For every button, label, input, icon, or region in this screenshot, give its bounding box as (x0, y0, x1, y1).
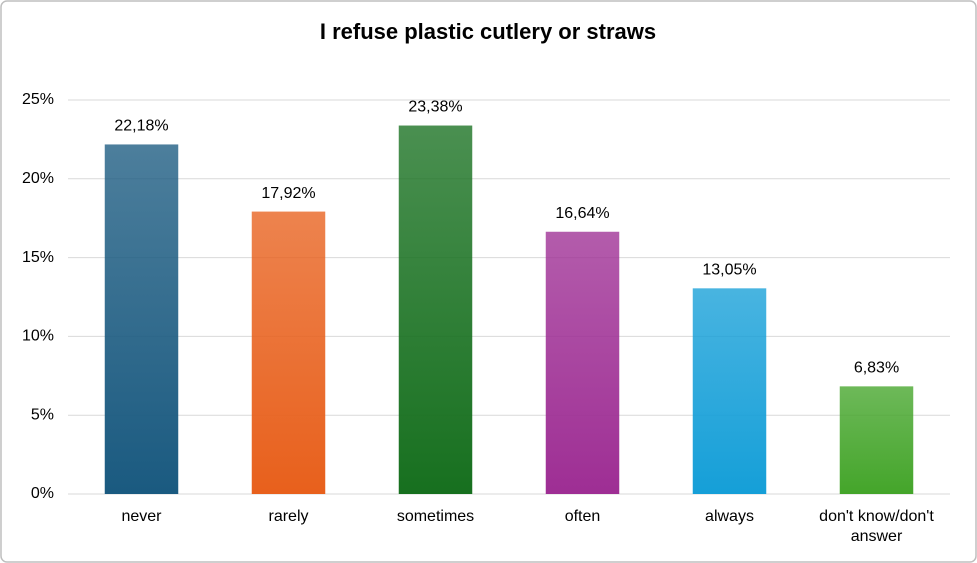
data-label: 23,38% (408, 99, 462, 116)
x-tick-label: sometimes (396, 508, 475, 525)
x-tick-label: don't know/don't answer (819, 508, 934, 545)
data-label: 17,92% (261, 185, 315, 202)
x-tick-label: rarely (268, 508, 309, 525)
data-label: 6,83% (854, 360, 899, 377)
chart-title: I refuse plastic cutlery or straws (320, 19, 656, 44)
bar (104, 144, 179, 494)
x-tick-label: always (705, 508, 754, 525)
data-label: 16,64% (555, 205, 609, 222)
y-tick-label: 20% (22, 170, 54, 187)
x-tick-label: never (121, 508, 162, 525)
data-label: 22,18% (114, 118, 168, 135)
bar (251, 211, 326, 494)
y-tick-label: 15% (22, 249, 54, 266)
y-tick-label: 5% (31, 406, 54, 423)
x-tick-label: often (564, 508, 601, 525)
bar (398, 125, 473, 495)
bar (692, 288, 767, 494)
y-tick-label: 0% (31, 485, 54, 502)
bar (545, 231, 620, 494)
y-tick-label: 25% (22, 91, 54, 108)
y-tick-label: 10% (22, 328, 54, 345)
data-label: 13,05% (702, 262, 756, 279)
bar (839, 386, 914, 494)
